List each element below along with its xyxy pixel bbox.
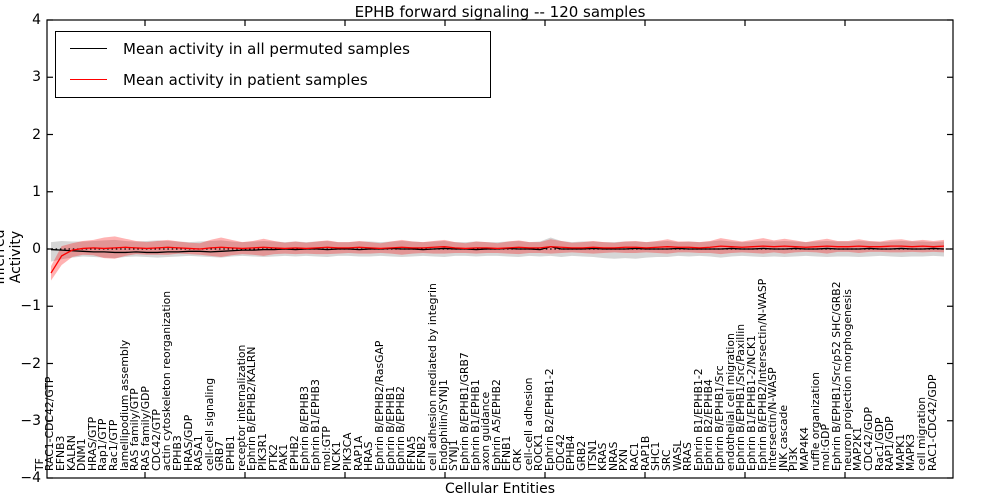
- legend-label-patient: Mean activity in patient samples: [123, 70, 368, 89]
- y-tick-label: −1: [20, 298, 41, 315]
- y-axis-label: Inferred Activity: [0, 229, 24, 285]
- permuted-line-sample: [70, 48, 107, 49]
- legend-label-permuted: Mean activity in all permuted samples: [123, 39, 410, 58]
- y-tick-label: 3: [32, 69, 41, 86]
- x-tick-label: RAC1-CDC42/GDP: [925, 374, 939, 471]
- patient-mean-line: [50, 245, 945, 274]
- y-tick-label: 4: [32, 12, 41, 28]
- y-tick-label: −3: [20, 412, 41, 429]
- y-tick-label: 1: [32, 183, 41, 200]
- legend-item-permuted: Mean activity in all permuted samples: [56, 34, 490, 63]
- y-tick-label: 2: [32, 126, 41, 143]
- y-tick-label: −4: [20, 470, 41, 486]
- y-tick-label: 0: [32, 241, 41, 257]
- patient-line-sample: [70, 79, 107, 80]
- legend-item-patient: Mean activity in patient samples: [56, 65, 490, 94]
- legend: Mean activity in all permuted samples Me…: [55, 31, 491, 98]
- chart-title: EPHB forward signaling -- 120 samples: [354, 3, 646, 21]
- y-tick-label: −2: [20, 355, 41, 372]
- x-axis-label: Cellular Entities: [444, 481, 556, 497]
